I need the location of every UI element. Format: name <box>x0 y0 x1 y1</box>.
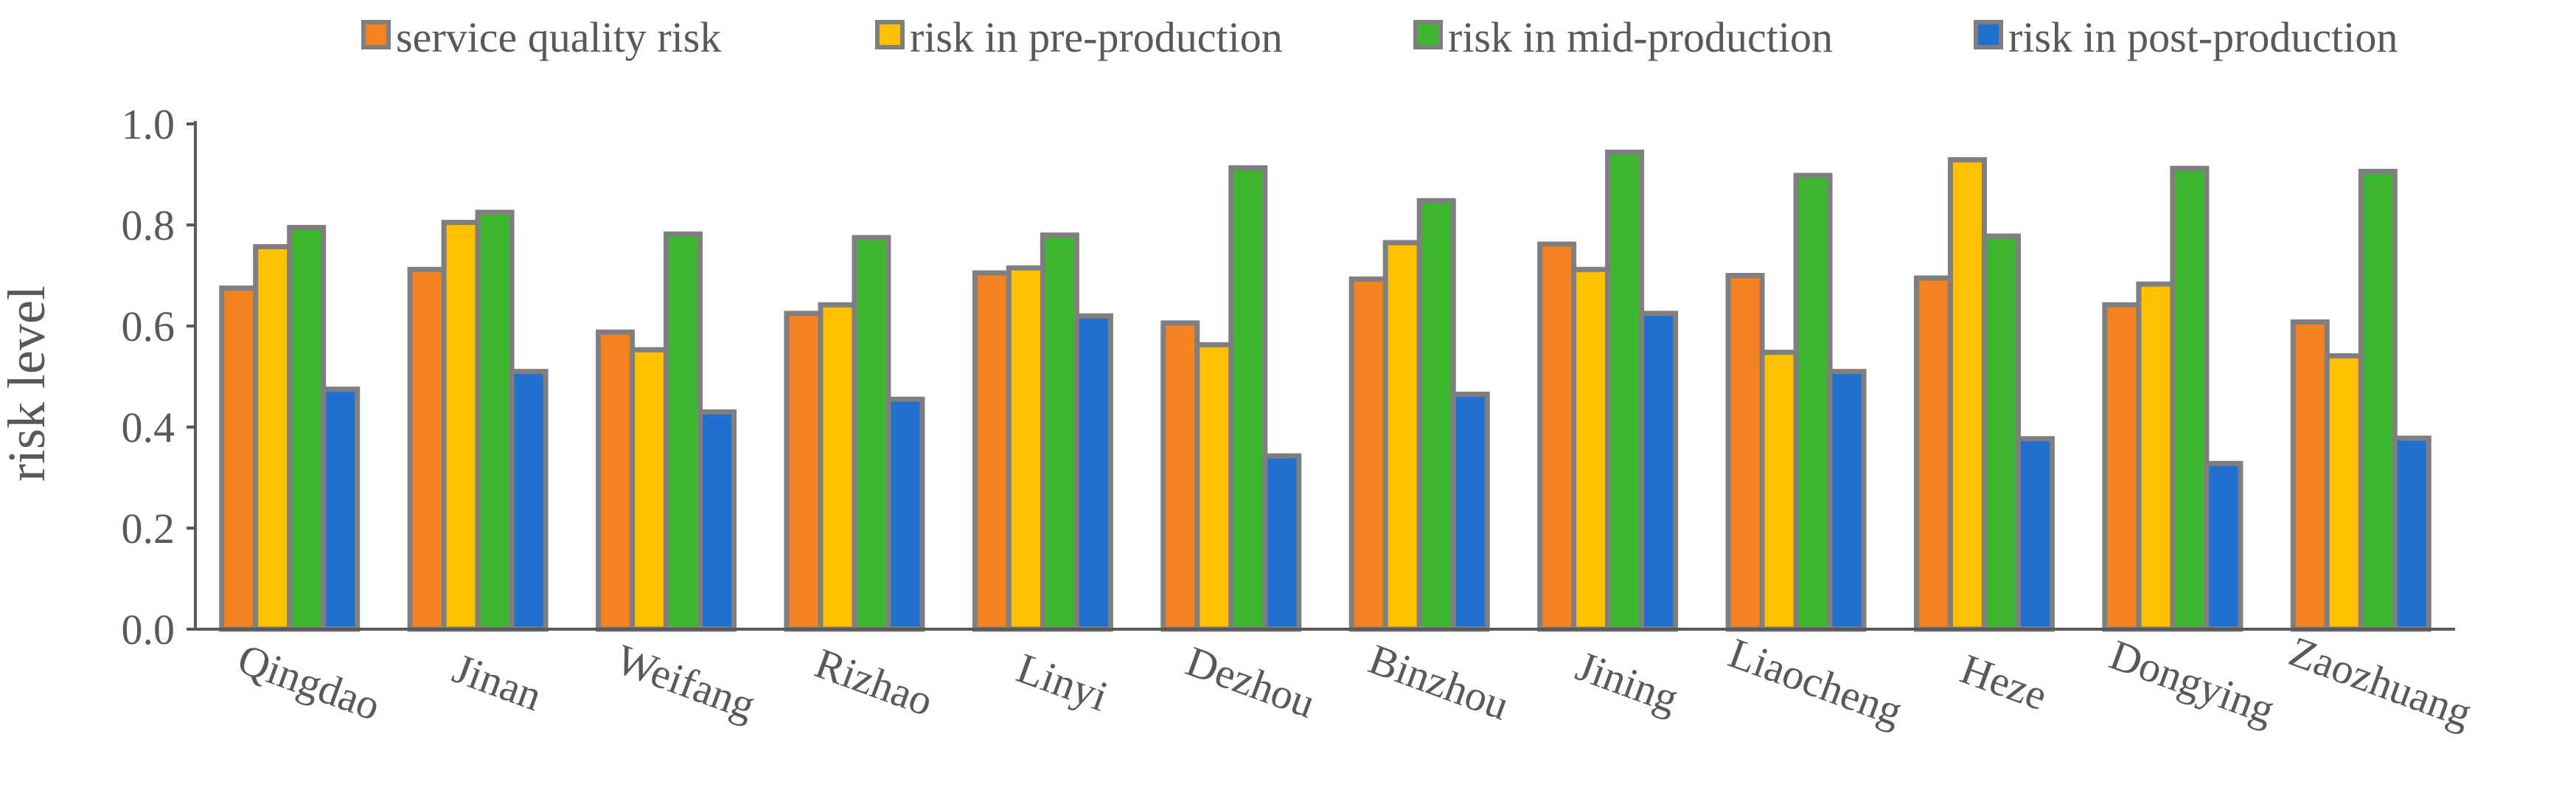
y-tick-label: 0.8 <box>122 201 175 249</box>
bar-risk-in-post-production-rizhao <box>885 396 925 632</box>
bar-risk-in-post-production-jinan <box>509 369 549 632</box>
bar-risk-in-pre-production-rizhao <box>818 302 857 632</box>
bar-risk-in-mid-production-linyi <box>1040 232 1079 632</box>
y-axis: 0.0 0.2 0.4 0.6 0.8 1.0 <box>122 100 197 654</box>
bar-risk-in-pre-production-weifang <box>630 347 669 632</box>
bar-service-quality-risk-binzhou <box>1348 276 1388 632</box>
x-tick-label: Weifang <box>610 635 761 730</box>
bar-risk-in-mid-production-dongying <box>2170 165 2210 632</box>
legend-label: risk in post-production <box>2008 13 2398 61</box>
bars <box>219 149 2431 632</box>
y-tick-label: 0.2 <box>122 505 175 552</box>
y-axis-label: risk level <box>0 285 56 482</box>
bar-service-quality-risk-dongying <box>2102 302 2142 632</box>
bar-risk-in-post-production-zaozhuang <box>2392 435 2431 632</box>
bar-risk-in-pre-production-zaozhuang <box>2324 353 2364 632</box>
x-tick-label: Jining <box>1570 642 1685 723</box>
bar-risk-in-mid-production-jinan <box>475 209 515 632</box>
x-tick-label: Liaocheng <box>1723 628 1909 735</box>
legend-swatch <box>1974 20 2003 49</box>
x-tick-label: Dongying <box>2103 630 2280 733</box>
bar-risk-in-pre-production-heze <box>1947 157 1987 632</box>
bar-service-quality-risk-qingdao <box>219 285 259 632</box>
y-tick-label: 0.4 <box>122 403 175 451</box>
bar-risk-in-mid-production-weifang <box>664 231 703 632</box>
x-tick-label: Rizhao <box>809 639 939 725</box>
bar-service-quality-risk-rizhao <box>784 311 824 632</box>
x-tick-label: Linyi <box>1011 644 1114 721</box>
legend-swatch <box>361 20 391 49</box>
legend-label: risk in pre-production <box>910 13 1283 61</box>
x-tick-label: Binzhou <box>1362 635 1515 730</box>
bar-risk-in-mid-production-zaozhuang <box>2358 168 2398 632</box>
x-tick-label: Qingdao <box>232 634 386 730</box>
bar-risk-in-pre-production-jining <box>1571 266 1611 632</box>
bar-service-quality-risk-weifang <box>596 329 636 632</box>
bar-risk-in-pre-production-linyi <box>1006 265 1045 632</box>
y-tick-label: 0.0 <box>122 606 175 654</box>
bar-risk-in-post-production-weifang <box>697 409 737 632</box>
bar-risk-in-mid-production-jining <box>1605 149 1645 632</box>
bar-risk-in-mid-production-dezhou <box>1228 165 1268 632</box>
legend-swatch <box>1413 20 1443 49</box>
x-tick-label: Zaozhuang <box>2283 627 2478 737</box>
bar-risk-in-mid-production-qingdao <box>287 224 327 632</box>
bar-risk-in-post-production-liaocheng <box>1827 369 1867 632</box>
bar-risk-in-mid-production-binzhou <box>1416 198 1456 632</box>
bar-risk-in-mid-production-rizhao <box>852 235 891 632</box>
legend-swatch <box>875 20 905 49</box>
bar-service-quality-risk-dezhou <box>1160 320 1200 632</box>
bar-service-quality-risk-liaocheng <box>1725 273 1765 632</box>
bar-risk-in-pre-production-liaocheng <box>1759 350 1799 632</box>
bar-risk-in-post-production-jining <box>1639 311 1679 632</box>
bar-risk-in-post-production-binzhou <box>1450 391 1490 632</box>
bar-service-quality-risk-jining <box>1537 241 1577 632</box>
bar-risk-in-pre-production-binzhou <box>1382 240 1422 632</box>
bar-risk-in-post-production-heze <box>2015 436 2055 632</box>
legend-label: service quality risk <box>396 13 721 61</box>
bar-risk-in-pre-production-dezhou <box>1194 342 1234 632</box>
bar-risk-in-post-production-linyi <box>1073 313 1113 632</box>
x-tick-label: Heze <box>1954 645 2053 720</box>
legend-label: risk in mid-production <box>1448 13 1833 61</box>
bar-risk-in-post-production-dezhou <box>1262 453 1302 632</box>
x-tick-label: Jinan <box>447 644 548 720</box>
x-tick-label: Dezhou <box>1180 637 1322 727</box>
legend: service quality risk risk in pre-producti… <box>361 13 2398 61</box>
bar-risk-in-pre-production-jinan <box>441 220 481 632</box>
x-axis: Qingdao Jinan Weifang Rizhao Linyi Dezhou Binz… <box>195 627 2478 737</box>
y-tick-label: 1.0 <box>122 100 175 148</box>
bar-service-quality-risk-jinan <box>407 266 447 632</box>
bar-risk-in-mid-production-heze <box>1981 233 2021 632</box>
bar-risk-in-pre-production-qingdao <box>253 243 293 632</box>
bar-risk-in-post-production-dongying <box>2204 460 2243 632</box>
bar-risk-in-post-production-qingdao <box>321 387 361 632</box>
bar-risk-in-pre-production-dongying <box>2136 281 2176 632</box>
bar-service-quality-risk-zaozhuang <box>2290 319 2330 632</box>
y-tick-label: 0.6 <box>122 302 175 350</box>
bar-service-quality-risk-linyi <box>972 270 1012 632</box>
bar-risk-in-mid-production-liaocheng <box>1793 173 1833 632</box>
bar-service-quality-risk-heze <box>1913 275 1953 632</box>
